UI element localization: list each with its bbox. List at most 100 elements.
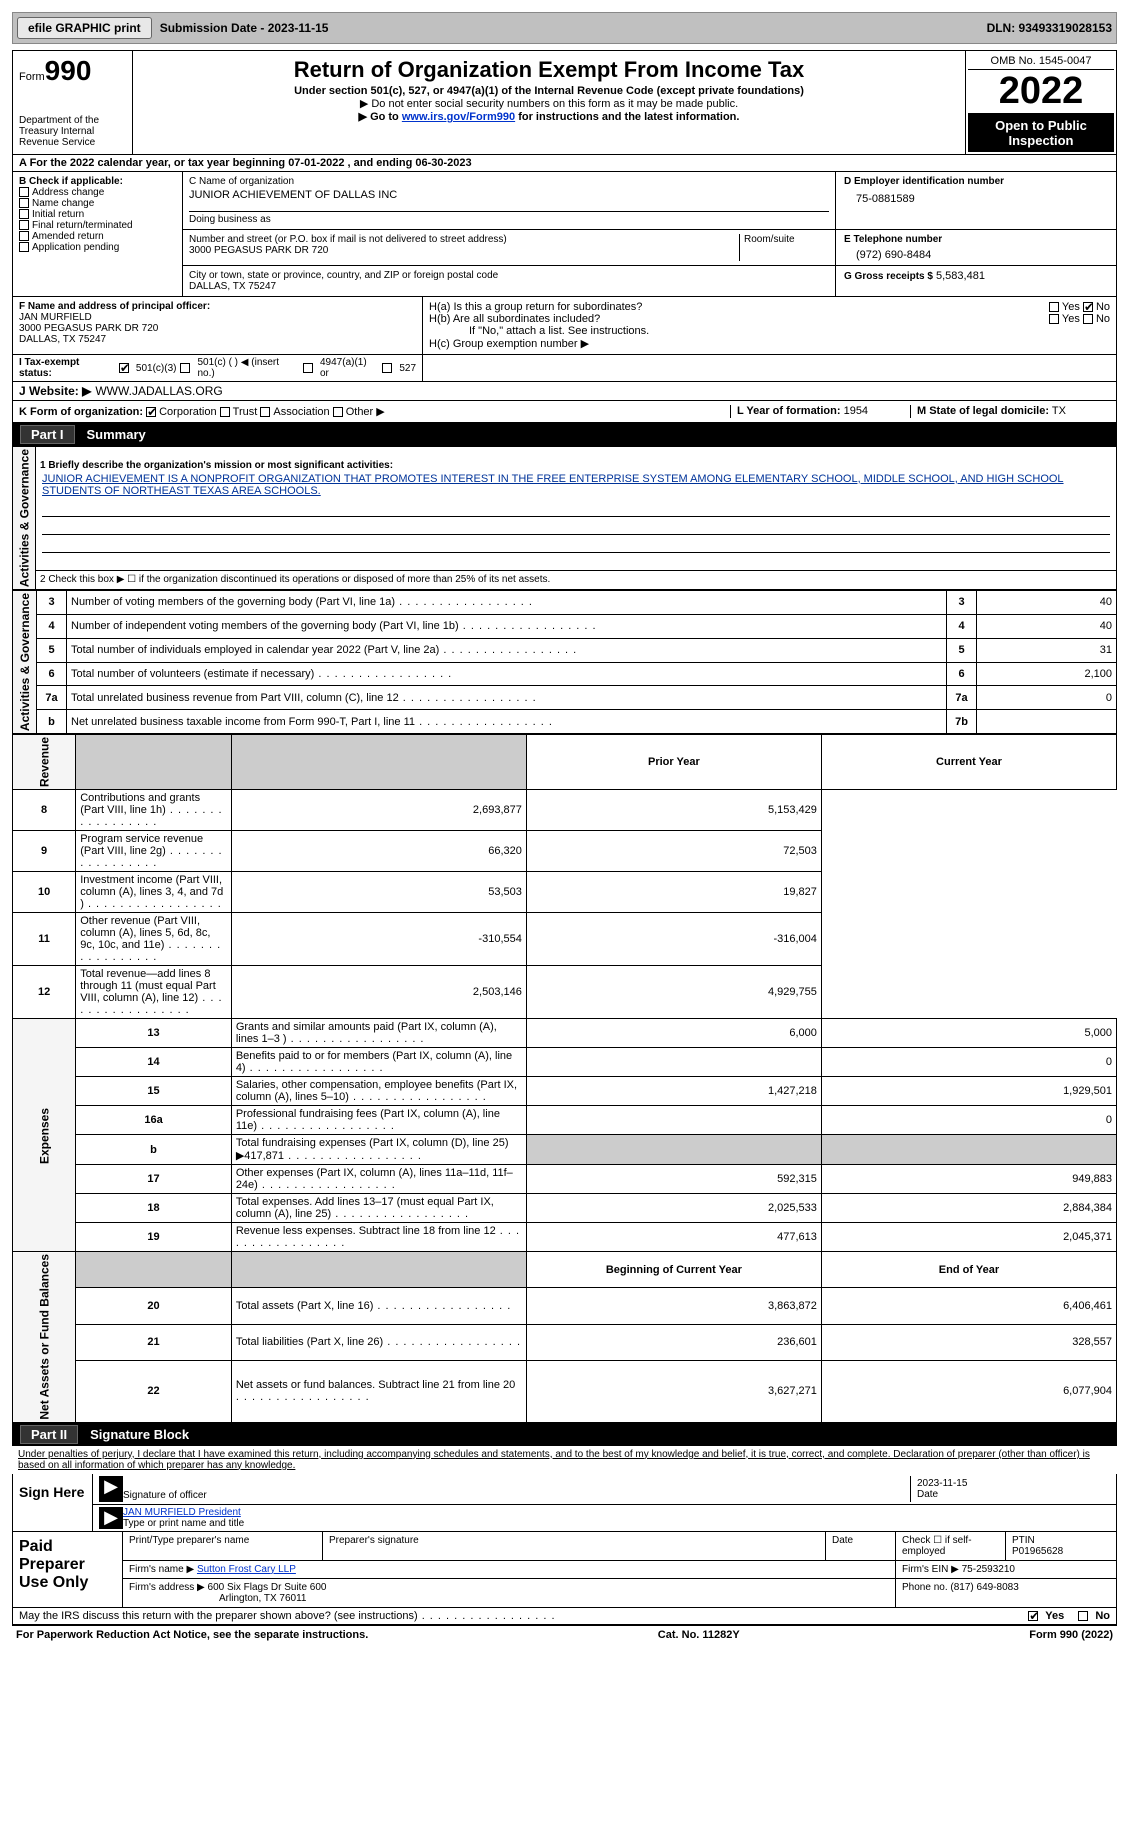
open-inspection: Open to Public Inspection [968,114,1114,152]
officer-addr2: DALLAS, TX 75247 [19,334,416,345]
ha-label: H(a) Is this a group return for subordin… [429,301,642,313]
chk-trust[interactable] [220,407,230,417]
section-f: F Name and address of principal officer:… [13,297,423,354]
lbl-officer: F Name and address of principal officer: [19,301,416,312]
department: Department of the Treasury Internal Reve… [19,115,126,148]
single-lines-table: Activities & Governance3Number of voting… [12,590,1117,734]
lbl-initial-return: Initial return [32,209,84,220]
lbl-prep-sig: Preparer's signature [323,1532,826,1560]
lbl-gross: G Gross receipts $ [844,271,933,282]
chk-assoc[interactable] [260,407,270,417]
may-irs-row: May the IRS discuss this return with the… [12,1608,1117,1625]
officer-name: JAN MURFIELD [19,312,416,323]
hb-note: If "No," attach a list. See instructions… [429,325,1110,337]
phone: (972) 690-8484 [844,245,1108,261]
arrow-icon: ▶ [99,1507,123,1529]
chk-may-yes[interactable] [1028,1611,1038,1621]
chk-527[interactable] [382,363,392,373]
chk-4947[interactable] [303,363,313,373]
chk-may-no[interactable] [1078,1611,1088,1621]
lbl-street: Number and street (or P.O. box if mail i… [189,234,739,245]
opt-trust: Trust [233,406,258,418]
section-i: I Tax-exempt status: 501(c)(3) 501(c) ( … [13,355,423,381]
opt-4947: 4947(a)(1) or [320,357,378,379]
chk-app-pending[interactable] [19,242,29,252]
section-i-row: I Tax-exempt status: 501(c)(3) 501(c) ( … [12,355,1117,382]
chk-other[interactable] [333,407,343,417]
paid-preparer-label: Paid Preparer Use Only [13,1532,123,1607]
hb-label: H(b) Are all subordinates included? [429,313,600,325]
chk-501c3[interactable] [119,363,129,373]
lbl-prep-date: Date [826,1532,896,1560]
lbl-website: J Website: ▶ [19,384,91,398]
lbl-name-change: Name change [32,198,94,209]
lbl-date: Date [917,1489,1104,1500]
lbl-address-change: Address change [32,187,104,198]
opt-527: 527 [399,363,416,374]
city: DALLAS, TX 75247 [189,281,829,292]
lbl-org-name: C Name of organization [189,176,829,187]
paid-preparer-block: Paid Preparer Use Only Print/Type prepar… [12,1532,1117,1608]
header-middle: Return of Organization Exempt From Incom… [133,51,966,154]
lbl-firm-name: Firm's name ▶ [129,1564,194,1575]
lbl-firm-ein: Firm's EIN ▶ [902,1564,959,1575]
dln: DLN: 93493319028153 [987,21,1112,35]
chk-final-return[interactable] [19,220,29,230]
chk-address-change[interactable] [19,187,29,197]
section-j: J Website: ▶ WWW.JADALLAS.ORG [12,382,1117,401]
chk-name-change[interactable] [19,198,29,208]
hc-label: H(c) Group exemption number ▶ [429,337,1110,350]
section-l: L Year of formation: 1954 [730,405,910,418]
chk-amended[interactable] [19,231,29,241]
section-c-name: C Name of organization JUNIOR ACHIEVEMEN… [183,172,836,229]
section-a: A For the 2022 calendar year, or tax yea… [12,155,1117,172]
chk-ha-no[interactable] [1083,302,1093,312]
lbl-firm-phone: Phone no. [902,1582,948,1593]
omb-number: OMB No. 1545-0047 [968,53,1114,70]
lbl-state-domicile: M State of legal domicile: [917,405,1049,417]
preparer-grid: Print/Type preparer's name Preparer's si… [123,1532,1116,1607]
chk-501c[interactable] [180,363,190,373]
section-h: H(a) Is this a group return for subordin… [423,297,1116,354]
mission-text: JUNIOR ACHIEVEMENT IS A NONPROFIT ORGANI… [40,471,1112,499]
opt-corp: Corporation [159,406,216,418]
form-number: 990 [45,55,92,86]
section-bcdeg: B Check if applicable: Address change Na… [12,172,1117,297]
may-irs-question: May the IRS discuss this return with the… [19,1610,1024,1622]
perjury-declaration: Under penalties of perjury, I declare th… [12,1446,1117,1474]
footer-right: Form 990 (2022) [1029,1629,1113,1641]
officer-name-title: JAN MURFIELD President [123,1507,1110,1518]
section-m: M State of legal domicile: TX [910,405,1110,418]
lbl-tax-status: I Tax-exempt status: [19,357,115,379]
goto-suffix: for instructions and the latest informat… [515,111,739,123]
group-revenue: Revenue [13,735,76,790]
section-c-street: Number and street (or P.O. box if mail i… [183,230,836,265]
form990-link[interactable]: www.irs.gov/Form990 [402,111,515,123]
blank-desc [231,735,526,790]
lbl-type-name: Type or print name and title [123,1518,1110,1529]
form-header: Form990 Department of the Treasury Inter… [12,50,1117,155]
opt-501c3: 501(c)(3) [136,363,177,374]
hdr-prior-year: Prior Year [526,735,821,790]
lbl-year-formed: L Year of formation: [737,405,841,417]
section-k: K Form of organization: Corporation Trus… [19,405,730,418]
state-domicile: TX [1052,405,1066,417]
section-c-city: City or town, state or province, country… [183,266,836,296]
arrow-icon: ▶ [99,1476,123,1502]
section-b: B Check if applicable: Address change Na… [13,172,183,296]
chk-initial-return[interactable] [19,209,29,219]
lbl-amended: Amended return [32,231,104,242]
section-b-label: B Check if applicable: [19,176,176,187]
part2-header: Part II Signature Block [12,1423,1117,1446]
firm-ein: 75-2593210 [962,1564,1015,1575]
gross-receipts: 5,583,481 [936,270,985,282]
section-h-empty [423,355,1116,381]
lbl-final-return: Final return/terminated [32,220,133,231]
group-activities: Activities & Governance [13,447,36,590]
chk-corp[interactable] [146,407,156,417]
sign-here-label: Sign Here [13,1474,93,1531]
chk-ha-yes[interactable] [1049,302,1059,312]
chk-hb-yes[interactable] [1049,314,1059,324]
efile-button[interactable]: efile GRAPHIC print [17,17,152,39]
chk-hb-no[interactable] [1083,314,1093,324]
